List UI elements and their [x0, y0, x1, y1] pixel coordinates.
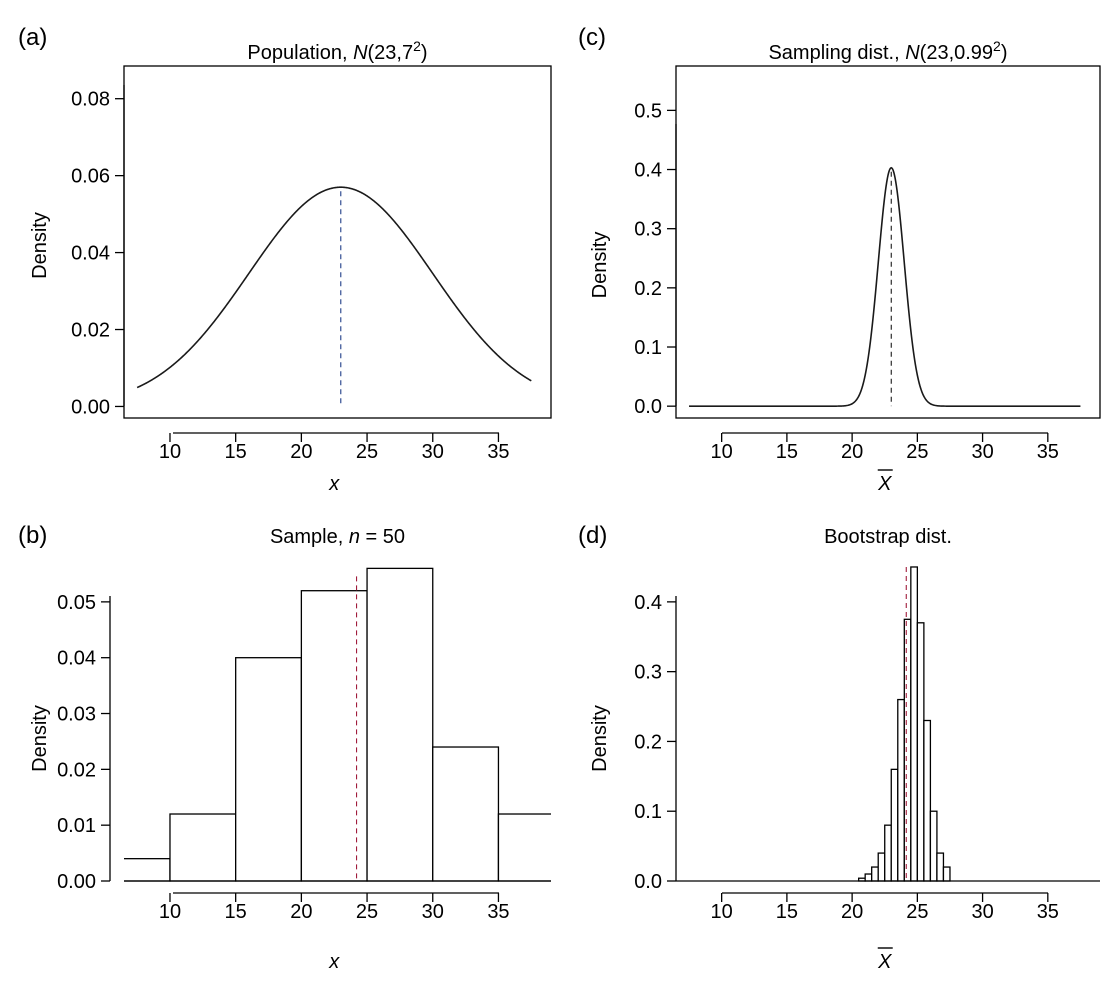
x-tick-label: 30 — [971, 441, 993, 463]
y-tick-label: 0.03 — [57, 704, 96, 726]
plot-frame — [123, 65, 552, 419]
plot-frame — [675, 65, 1101, 419]
panel-c: (c) Sampling dist., N(23,0.992) 0.0 0.1 0.2 0… — [578, 24, 1101, 495]
x-tick-label: 10 — [159, 901, 181, 923]
histogram-bar — [916, 622, 925, 882]
y-axis-title: Density — [589, 232, 611, 299]
x-axis-title: X — [877, 951, 892, 973]
histogram-bar — [877, 852, 886, 882]
y-tick-label: 0.0 — [634, 871, 662, 893]
x-tick-label: 30 — [422, 441, 444, 463]
y-tick-label: 0.2 — [634, 278, 662, 300]
y-tick-label: 0.1 — [634, 801, 662, 823]
chart-title: Sample, n = 50 — [270, 526, 405, 548]
x-tick-label: 15 — [776, 441, 798, 463]
panel-d: (d) Bootstrap dist. 0.0 0.1 0.2 0.3 0.4 10 15 20 2… — [578, 522, 1100, 973]
x-tick-label: 25 — [356, 441, 378, 463]
x-tick-label: 20 — [841, 901, 863, 923]
x-axis-title: x — [328, 951, 340, 973]
y-tick-label: 0.3 — [634, 219, 662, 241]
histogram-bar — [910, 566, 919, 882]
y-tick-label: 0.06 — [71, 166, 110, 188]
x-tick-label: 25 — [906, 901, 928, 923]
y-tick-label: 0.02 — [71, 320, 110, 342]
y-tick-label: 0.04 — [57, 648, 96, 670]
y-tick-label: 0.1 — [634, 337, 662, 359]
x-tick-label: 10 — [711, 441, 733, 463]
x-tick-label: 30 — [422, 901, 444, 923]
chart-title: Sampling dist., N(23,0.992) — [768, 38, 1007, 64]
chart-title: Bootstrap dist. — [824, 526, 952, 548]
chart-title: Population, N(23,72) — [247, 38, 427, 64]
x-tick-label: 20 — [290, 441, 312, 463]
histogram-bar — [936, 852, 945, 882]
x-tick-label: 35 — [1037, 901, 1059, 923]
histogram-bar — [903, 618, 912, 882]
y-tick-label: 0.05 — [57, 592, 96, 614]
histogram-bar — [864, 873, 873, 882]
y-axis-title: Density — [29, 705, 51, 772]
y-tick-label: 0.4 — [634, 160, 662, 182]
y-tick-label: 0.00 — [71, 396, 110, 418]
x-tick-label: 35 — [487, 901, 509, 923]
histogram-bar — [890, 768, 899, 882]
density-curve — [689, 166, 1081, 407]
histogram-bar — [366, 567, 434, 882]
histogram-bar — [897, 698, 905, 882]
histogram-bar — [497, 813, 551, 882]
x-tick-label: 20 — [290, 901, 312, 923]
y-tick-label: 0.3 — [634, 662, 662, 684]
histogram-bar — [884, 824, 892, 882]
histogram-bar — [923, 719, 932, 882]
x-axis-title: x — [328, 473, 340, 495]
y-axis-title: Density — [589, 705, 611, 772]
density-curve — [136, 186, 532, 389]
x-tick-label: 25 — [356, 901, 378, 923]
y-tick-label: 0.4 — [634, 592, 662, 614]
x-tick-label: 10 — [711, 901, 733, 923]
histogram-bars — [124, 567, 551, 882]
x-axis-title: X — [877, 473, 892, 495]
y-tick-label: 0.02 — [57, 759, 96, 781]
x-tick-label: 10 — [159, 441, 181, 463]
histogram-bars — [857, 566, 951, 882]
y-tick-label: 0.00 — [57, 871, 96, 893]
panel-label: (d) — [578, 522, 607, 549]
y-tick-label: 0.08 — [71, 89, 110, 111]
panel-label: (c) — [578, 24, 606, 51]
histogram-bar — [929, 810, 938, 882]
x-tick-label: 15 — [225, 441, 247, 463]
panel-label: (b) — [18, 522, 47, 549]
y-tick-label: 0.04 — [71, 243, 110, 265]
panel-label: (a) — [18, 24, 47, 51]
x-tick-label: 15 — [225, 901, 247, 923]
x-tick-label: 35 — [487, 441, 509, 463]
x-tick-label: 25 — [906, 441, 928, 463]
x-tick-label: 35 — [1037, 441, 1059, 463]
histogram-bar — [124, 858, 171, 882]
histogram-bar — [432, 746, 500, 882]
histogram-bar — [871, 866, 879, 882]
x-tick-label: 15 — [776, 901, 798, 923]
histogram-bar — [169, 813, 237, 882]
histogram-bar — [942, 866, 951, 882]
histogram-bar — [300, 590, 368, 882]
x-tick-label: 20 — [841, 441, 863, 463]
x-tick-label: 30 — [971, 901, 993, 923]
y-tick-label: 0.5 — [634, 100, 662, 122]
y-tick-label: 0.01 — [57, 815, 96, 837]
panel-b: (b) Sample, n = 50 0.00 0.01 0.02 0.03 0.04 0.0… — [18, 522, 551, 973]
histogram-bar — [235, 657, 303, 882]
y-axis-title: Density — [29, 212, 51, 279]
y-tick-label: 0.2 — [634, 731, 662, 753]
y-tick-label: 0.0 — [634, 396, 662, 418]
panel-a: (a) Population, N(23,72) 0.00 0.02 0.04 0.06 0… — [18, 24, 552, 495]
